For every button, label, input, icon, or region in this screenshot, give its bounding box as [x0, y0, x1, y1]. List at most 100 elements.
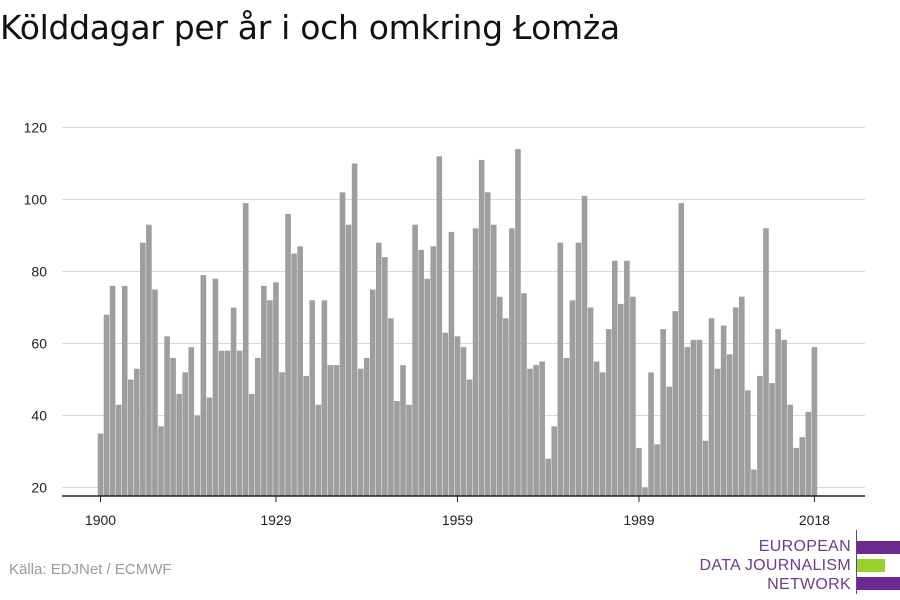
bar-1909: [152, 289, 158, 496]
bar-2015: [793, 447, 800, 496]
bar-1922: [230, 307, 237, 496]
bar-1968: [509, 228, 515, 497]
bar-1913: [176, 393, 182, 496]
bar-1914: [182, 372, 188, 496]
bar-1945: [369, 289, 376, 496]
bar-1984: [605, 329, 612, 496]
bar-1901: [103, 314, 110, 496]
bar-1903: [115, 404, 122, 496]
bar-2018: [811, 347, 818, 496]
bar-2007: [745, 390, 751, 496]
bar-1982: [593, 361, 600, 496]
bar-1947: [382, 257, 388, 496]
bar-2002: [714, 368, 721, 496]
logo-bar-middle: [857, 559, 885, 572]
bar-1972: [533, 365, 539, 496]
y-tick-labels: 20 40 60 80 100 120: [24, 120, 48, 496]
bar-1979: [575, 242, 582, 496]
bar-1924: [242, 203, 249, 496]
bar-1976: [557, 242, 564, 496]
logo-line-3: NETWORK: [767, 576, 851, 593]
bar-1981: [587, 307, 594, 496]
logo-line-2: DATA JOURNALISM: [699, 557, 851, 574]
bar-1967: [503, 318, 509, 496]
bar-1942: [351, 163, 358, 496]
bar-1985: [611, 260, 618, 496]
bar-2014: [787, 404, 793, 496]
bar-1921: [224, 350, 231, 496]
x-tick-label: 1929: [260, 512, 291, 528]
bar-1951: [406, 404, 412, 496]
bar-1959: [454, 336, 461, 496]
bar-1937: [321, 300, 328, 496]
bar-1917: [200, 275, 207, 496]
bar-1999: [696, 339, 703, 496]
bar-2013: [781, 339, 787, 496]
bar-1940: [339, 192, 346, 497]
bar-2016: [799, 437, 806, 496]
bar-1957: [442, 332, 449, 496]
bar-1907: [140, 242, 146, 496]
bar-2008: [751, 469, 757, 496]
bar-1910: [158, 426, 164, 496]
bar-1992: [654, 444, 660, 496]
bar-1971: [527, 368, 533, 496]
bar-1936: [315, 404, 322, 496]
logo-bar-bottom: [857, 577, 900, 590]
bar-1904: [121, 285, 128, 496]
bars: [97, 149, 818, 497]
logo-bar-top: [857, 541, 900, 554]
bar-1988: [630, 296, 636, 496]
bar-1929: [273, 282, 279, 496]
bar-1908: [146, 224, 152, 496]
bar-1987: [624, 260, 630, 496]
bar-1964: [484, 192, 491, 497]
bar-1932: [291, 253, 297, 496]
x-tick-label: 1900: [85, 512, 116, 528]
bar-1995: [672, 311, 679, 496]
y-tick-label: 80: [31, 264, 47, 280]
bar-1939: [333, 365, 340, 496]
bar-1943: [357, 368, 364, 496]
bar-1919: [212, 278, 219, 496]
bar-1915: [188, 347, 195, 496]
bar-1960: [460, 347, 467, 496]
bar-1989: [636, 447, 642, 496]
bar-2000: [702, 440, 709, 496]
bar-1970: [521, 293, 527, 496]
bar-1925: [248, 393, 255, 496]
bar-1933: [297, 246, 303, 496]
bar-1966: [497, 296, 503, 496]
bar-1905: [127, 379, 134, 496]
bar-1931: [285, 213, 291, 496]
bar-1918: [206, 397, 213, 496]
bar-1977: [563, 357, 570, 496]
y-tick-label: 60: [31, 336, 47, 352]
bar-1920: [218, 350, 225, 496]
y-tick-label: 20: [31, 480, 47, 496]
bar-1900: [97, 433, 104, 496]
bar-1978: [569, 300, 576, 496]
bar-1911: [164, 336, 170, 496]
y-tick-label: 120: [24, 120, 48, 136]
bar-1965: [490, 224, 497, 496]
bar-1990: [642, 487, 648, 496]
bar-1906: [134, 368, 140, 496]
bar-1941: [345, 224, 352, 496]
y-tick-label: 100: [24, 192, 48, 208]
bar-1991: [648, 372, 654, 496]
bar-2005: [732, 307, 739, 496]
bar-1948: [388, 318, 394, 496]
bar-1949: [394, 401, 400, 496]
bar-1946: [376, 242, 382, 496]
bar-1993: [660, 329, 666, 496]
bar-1958: [448, 231, 455, 496]
bar-1994: [666, 386, 672, 496]
bar-1975: [551, 426, 558, 496]
bar-1962: [472, 228, 479, 497]
chart-title: Kölddagar per år i och omkring Łomża: [0, 8, 620, 47]
bar-1912: [170, 357, 176, 496]
bar-1997: [684, 347, 691, 496]
bar-1916: [194, 415, 201, 496]
